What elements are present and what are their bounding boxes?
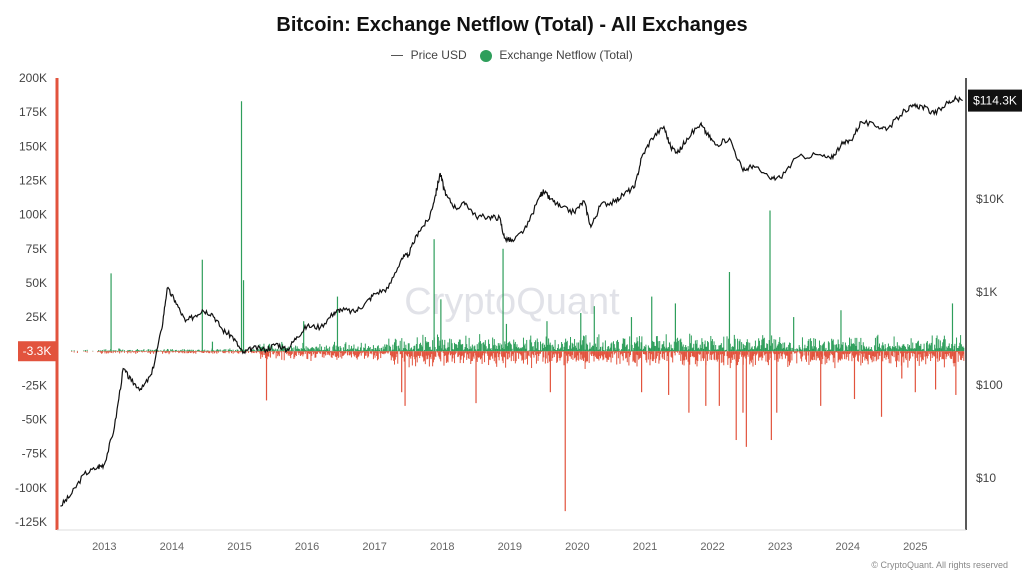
x-tick-label: 2019 [498, 541, 522, 553]
right-tick-label: $1K [976, 285, 997, 299]
legend-price-label: Price USD [410, 48, 467, 62]
current-netflow-badge-text: -3.3K [23, 344, 52, 358]
left-tick-label: -100K [15, 481, 47, 495]
left-tick-label: 200K [19, 71, 47, 85]
left-tick-label: 125K [19, 173, 47, 187]
x-tick-label: 2020 [565, 541, 589, 553]
chart-title: Bitcoin: Exchange Netflow (Total) - All … [276, 14, 748, 36]
x-tick-label: 2021 [633, 541, 657, 553]
right-tick-label: $10 [976, 471, 996, 485]
legend-item-price[interactable]: Price USD [391, 48, 467, 62]
legend-item-netflow[interactable]: Exchange Netflow (Total) [479, 48, 633, 62]
x-tick-label: 2015 [227, 541, 251, 553]
left-tick-label: -50K [22, 413, 47, 427]
price-line [60, 94, 963, 507]
left-tick-label: -25K [22, 378, 47, 392]
copyright-text: © CryptoQuant. All rights reserved [871, 560, 1008, 570]
watermark: CryptoQuant [404, 281, 620, 323]
current-price-badge [968, 89, 1022, 112]
x-tick-label: 2018 [430, 541, 454, 553]
left-tick-label: 100K [19, 208, 47, 222]
right-axis-ticks: $10K $1K $100 $10 [976, 192, 1004, 485]
current-netflow-badge [18, 341, 56, 362]
current-price-badge-text: $114.3K [973, 94, 1017, 108]
netflow-bars [71, 101, 965, 512]
legend-netflow-label: Exchange Netflow (Total) [499, 48, 633, 62]
x-axis-ticks: 2013 2014 2015 2016 2017 2018 2019 2020 2021 2022… [92, 541, 927, 553]
left-tick-label: 25K [26, 310, 47, 324]
left-axis-ticks: 200K 175K 150K 125K 100K 75K 50K 25K -25K -50K -75… [15, 71, 47, 529]
left-tick-label: 175K [19, 105, 47, 119]
value-badges: -3.3K $114.3K [18, 89, 1022, 362]
dot-swatch-icon [479, 49, 492, 62]
x-tick-label: 2023 [768, 541, 792, 553]
x-tick-label: 2017 [362, 541, 386, 553]
left-tick-label: -75K [22, 447, 47, 461]
left-tick-label: 75K [26, 242, 47, 256]
x-tick-label: 2016 [295, 541, 319, 553]
right-tick-label: $100 [976, 378, 1003, 392]
x-tick-label: 2014 [160, 541, 184, 553]
x-tick-label: 2024 [835, 541, 859, 553]
left-tick-label: 150K [19, 139, 47, 153]
line-swatch-icon [391, 55, 404, 57]
x-tick-label: 2025 [903, 541, 927, 553]
x-tick-label: 2013 [92, 541, 116, 553]
left-tick-label: 50K [26, 276, 47, 290]
left-tick-label: -125K [15, 515, 47, 529]
chart-legend: Price USD Exchange Netflow (Total) [0, 48, 1024, 62]
x-tick-label: 2022 [700, 541, 724, 553]
right-tick-label: $10K [976, 192, 1004, 206]
